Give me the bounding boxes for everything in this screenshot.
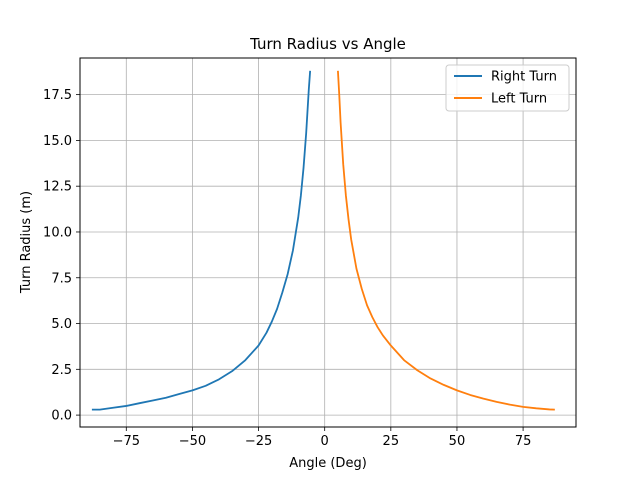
y-tick-label: 15.0 [43,134,72,149]
grid-lines [80,58,576,427]
y-tick-label: 12.5 [43,180,72,195]
x-tick-label: −75 [113,434,140,449]
legend-label-right-turn: Right Turn [491,70,557,85]
x-tick-label: 25 [383,434,400,449]
x-tick-label: −50 [179,434,206,449]
y-tick-label: 7.5 [51,271,72,286]
x-tick-label: 75 [515,434,532,449]
x-tick-label: 0 [321,434,329,449]
x-axis-label: Angle (Deg) [289,456,367,471]
x-tick-label: 50 [449,434,466,449]
axis-ticks: −75 −50 −25 0 25 50 75 0.0 2.5 5.0 7.5 10.0 12.5 15.0… [43,88,531,449]
y-tick-label: 17.5 [43,88,72,103]
y-tick-label: 2.5 [51,363,72,378]
series-lines [91,70,555,411]
y-tick-label: 10.0 [43,225,72,240]
x-tick-label: −25 [245,434,272,449]
y-tick-label: 5.0 [51,317,72,332]
plot-area-frame [79,57,577,428]
series-line-left-turn [337,70,555,411]
y-axis-label: Turn Radius (m) [19,191,34,294]
legend-label-left-turn: Left Turn [491,92,547,107]
legend: Right Turn Left Turn [445,64,570,112]
y-tick-label: 0.0 [51,409,72,424]
series-line-right-turn [91,70,312,411]
chart-title: Turn Radius vs Angle [249,35,406,53]
